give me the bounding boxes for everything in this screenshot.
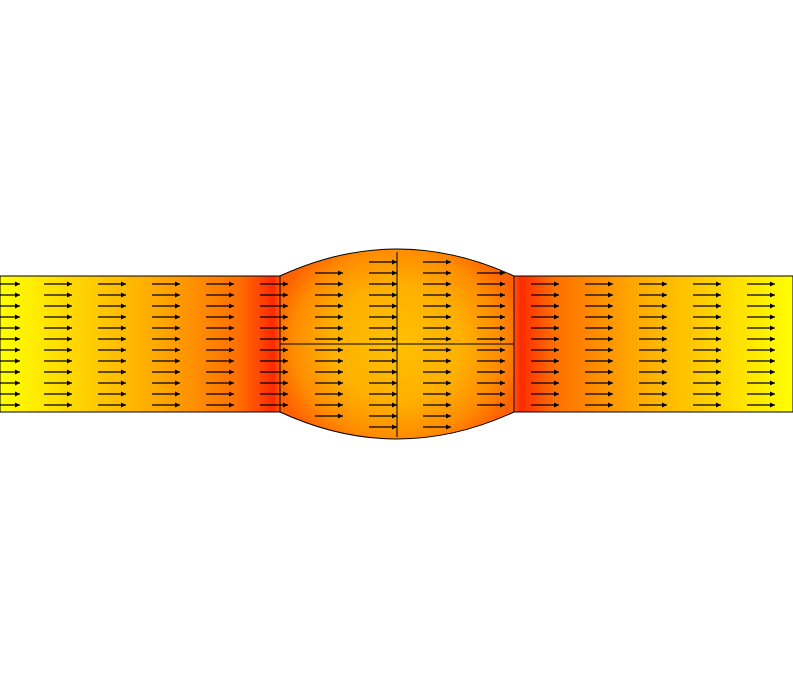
velocity-arrows: [0, 259, 775, 430]
